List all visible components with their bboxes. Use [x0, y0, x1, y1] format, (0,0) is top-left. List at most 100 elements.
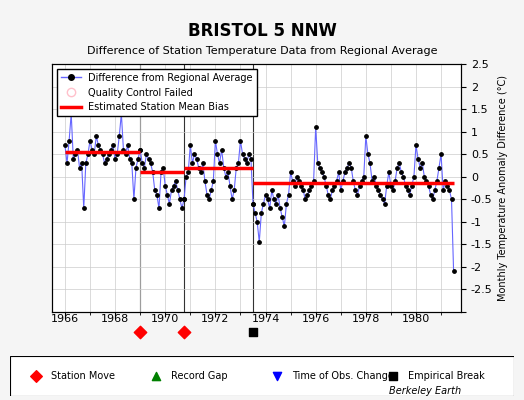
Point — [107, 146, 115, 153]
Point — [99, 151, 107, 157]
Point — [293, 174, 301, 180]
Point — [217, 146, 226, 153]
Point — [285, 192, 293, 198]
Point — [222, 174, 230, 180]
Text: Record Gap: Record Gap — [171, 371, 228, 381]
Point — [86, 138, 94, 144]
Point — [238, 151, 247, 157]
Point — [213, 151, 222, 157]
Point — [165, 200, 173, 207]
Point — [152, 373, 160, 379]
Text: 1972: 1972 — [201, 314, 230, 324]
Point — [441, 178, 450, 184]
Point — [414, 156, 422, 162]
Point — [383, 182, 391, 189]
Point — [332, 178, 341, 184]
Point — [128, 160, 136, 166]
Point — [94, 142, 103, 148]
Point — [322, 182, 330, 189]
Point — [357, 178, 366, 184]
Point — [266, 205, 274, 212]
FancyBboxPatch shape — [10, 356, 514, 396]
Point — [132, 164, 140, 171]
Point — [401, 182, 410, 189]
Point — [124, 142, 132, 148]
Point — [230, 187, 238, 194]
Point — [268, 187, 276, 194]
Point — [380, 200, 389, 207]
Point — [397, 169, 406, 176]
Point — [236, 138, 245, 144]
Point — [276, 205, 285, 212]
Point — [355, 182, 364, 189]
Point — [173, 187, 182, 194]
Point — [146, 160, 155, 166]
Point — [251, 210, 259, 216]
Text: Berkeley Earth: Berkeley Earth — [389, 386, 461, 396]
Point — [136, 329, 144, 335]
Point — [311, 124, 320, 130]
Point — [80, 205, 88, 212]
Point — [194, 164, 203, 171]
Text: 1980: 1980 — [402, 314, 430, 324]
Point — [264, 196, 272, 202]
Point — [366, 160, 374, 166]
Point — [393, 164, 401, 171]
Point — [90, 151, 99, 157]
Point — [67, 110, 75, 117]
Point — [71, 151, 80, 157]
Point — [167, 187, 176, 194]
Point — [88, 146, 96, 153]
Point — [255, 239, 264, 245]
Point — [171, 178, 180, 184]
Text: Station Move: Station Move — [51, 371, 115, 381]
Point — [220, 164, 228, 171]
Point — [315, 164, 324, 171]
Point — [297, 182, 305, 189]
Point — [362, 133, 370, 139]
Point — [103, 156, 111, 162]
Point — [126, 156, 134, 162]
Point — [152, 192, 161, 198]
Point — [178, 205, 186, 212]
Point — [420, 174, 429, 180]
Point — [368, 178, 376, 184]
Point — [61, 142, 69, 148]
Point — [339, 178, 347, 184]
Point — [282, 200, 291, 207]
Point — [406, 192, 414, 198]
Point — [299, 187, 308, 194]
Point — [196, 169, 205, 176]
Point — [447, 196, 456, 202]
Point — [211, 138, 220, 144]
Point — [412, 142, 420, 148]
Text: 1976: 1976 — [301, 314, 330, 324]
Point — [180, 196, 188, 202]
Point — [395, 160, 403, 166]
Point — [122, 151, 130, 157]
Point — [117, 110, 126, 117]
Point — [278, 214, 287, 220]
Point — [328, 187, 336, 194]
Point — [376, 192, 385, 198]
Point — [305, 187, 313, 194]
Point — [119, 146, 128, 153]
Point — [341, 169, 349, 176]
Point — [192, 156, 201, 162]
Point — [148, 169, 157, 176]
Point — [435, 164, 443, 171]
Point — [215, 160, 224, 166]
Point — [188, 160, 196, 166]
Point — [78, 160, 86, 166]
Point — [324, 192, 332, 198]
Point — [241, 156, 249, 162]
Point — [82, 160, 90, 166]
Point — [190, 151, 199, 157]
Point — [370, 174, 378, 180]
Text: BRISTOL 5 NNW: BRISTOL 5 NNW — [188, 22, 336, 40]
Point — [136, 146, 144, 153]
Point — [273, 373, 281, 379]
Point — [136, 146, 144, 153]
Point — [73, 146, 82, 153]
Point — [243, 160, 251, 166]
